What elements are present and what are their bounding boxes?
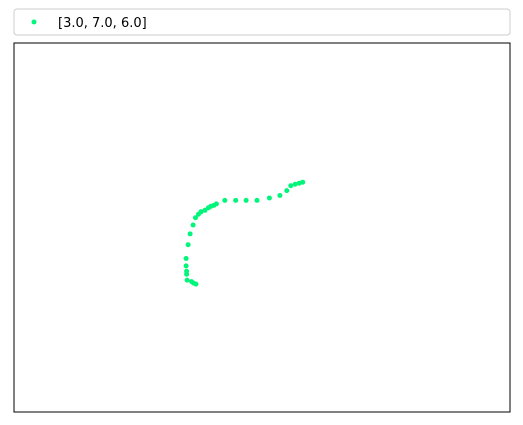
scatter-point: [187, 231, 193, 237]
scatter-point: [184, 277, 190, 283]
scatter-point: [284, 188, 290, 194]
legend-label: [3.0, 7.0, 6.0]: [58, 16, 147, 31]
scatter-point: [233, 197, 239, 203]
scatter-point: [254, 197, 260, 203]
scatter-point: [296, 180, 302, 186]
scatter-point: [288, 183, 294, 189]
legend-box: [13, 8, 511, 36]
scatter-point: [184, 271, 190, 277]
legend: [3.0, 7.0, 6.0]: [13, 8, 511, 36]
scatter-point: [193, 281, 199, 287]
scatter-point: [190, 222, 196, 228]
legend-marker: [31, 19, 37, 25]
scatter-point: [183, 256, 189, 261]
scatter-point: [183, 263, 189, 269]
scatter-point: [196, 211, 201, 217]
scatter-point: [202, 207, 208, 213]
plot-background: [13, 42, 511, 413]
scatter-point: [292, 181, 298, 187]
scatter-point: [222, 197, 228, 203]
scatter-point: [277, 193, 283, 198]
scatter-point: [185, 242, 191, 248]
scatter-point: [193, 215, 198, 221]
scatter-point: [266, 195, 272, 201]
scatter-points: [183, 179, 306, 287]
scatter-point: [243, 197, 249, 203]
